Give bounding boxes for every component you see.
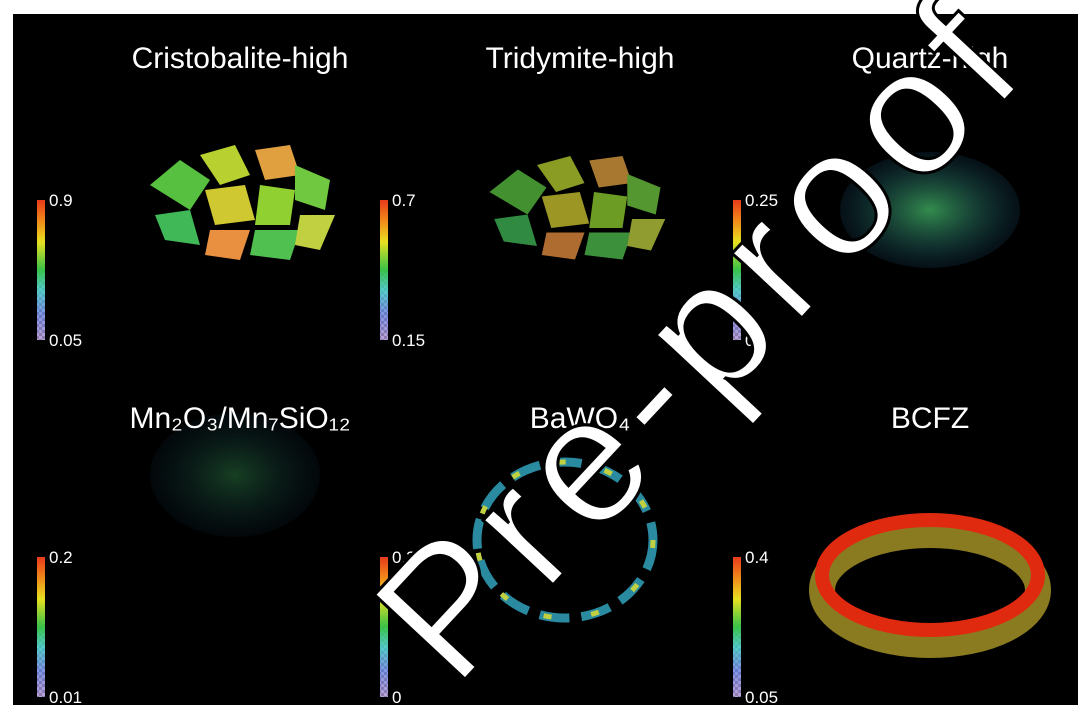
colorbar <box>380 200 388 340</box>
panel-title: BCFZ <box>891 402 969 435</box>
colorbar-max: 0.9 <box>49 191 73 210</box>
colorbar-min: 0.01 <box>49 688 82 707</box>
colorbar-min: 0.05 <box>49 331 82 350</box>
colorbar <box>733 557 741 697</box>
colorbar-max: 0.2 <box>49 548 73 567</box>
colorbar-max: 0.4 <box>745 548 769 567</box>
colorbar-min: 0.15 <box>392 331 425 350</box>
colorbar-min: 0 <box>392 688 401 707</box>
colorbar <box>37 557 45 697</box>
panel-title: Cristobalite-high <box>132 42 349 75</box>
colorbar-min: 0.05 <box>745 688 778 707</box>
colorbar-max: 0.7 <box>392 191 416 210</box>
colorbar <box>37 200 45 340</box>
figure: Cristobalite-high 0.9 0.05 Tridymite-high 0.… <box>0 0 1091 717</box>
panel-title: Mn₂O₃/Mn₇SiO₁₂ <box>130 402 351 435</box>
panel-title: Tridymite-high <box>486 42 675 75</box>
